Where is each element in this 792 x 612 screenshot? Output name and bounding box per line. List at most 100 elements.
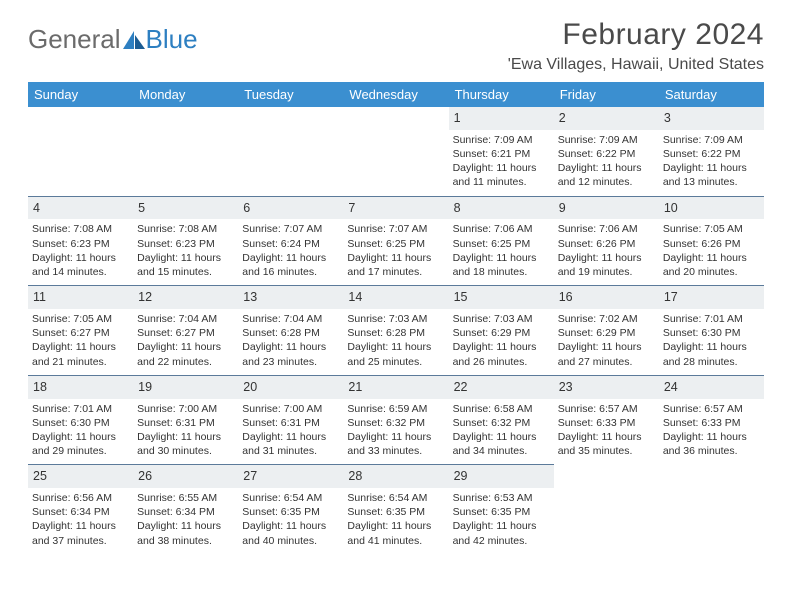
day-detail-line: and 37 minutes. [32, 534, 129, 548]
day-detail-line: Daylight: 11 hours [663, 161, 760, 175]
day-detail-line: and 19 minutes. [558, 265, 655, 279]
day-detail-line: and 16 minutes. [242, 265, 339, 279]
day-detail-line: Sunrise: 7:02 AM [558, 312, 655, 326]
day-detail-line: Sunset: 6:35 PM [347, 505, 444, 519]
day-details: Sunrise: 7:05 AMSunset: 6:27 PMDaylight:… [32, 312, 129, 369]
day-detail-line: and 17 minutes. [347, 265, 444, 279]
day-detail-line: Sunrise: 7:08 AM [32, 222, 129, 236]
day-detail-line: Daylight: 11 hours [32, 430, 129, 444]
day-details: Sunrise: 7:09 AMSunset: 6:22 PMDaylight:… [558, 133, 655, 190]
day-detail-line: Daylight: 11 hours [137, 519, 234, 533]
day-detail-line: Sunset: 6:32 PM [453, 416, 550, 430]
calendar-cell [238, 107, 343, 196]
day-details: Sunrise: 7:01 AMSunset: 6:30 PMDaylight:… [663, 312, 760, 369]
day-detail-line: Sunset: 6:33 PM [558, 416, 655, 430]
day-detail-line: and 20 minutes. [663, 265, 760, 279]
day-detail-line: Sunset: 6:26 PM [558, 237, 655, 251]
day-detail-line: Daylight: 11 hours [453, 251, 550, 265]
day-detail-line: Sunrise: 7:05 AM [663, 222, 760, 236]
brand-part2: Blue [146, 24, 198, 55]
day-detail-line: Daylight: 11 hours [347, 519, 444, 533]
day-details: Sunrise: 7:07 AMSunset: 6:25 PMDaylight:… [347, 222, 444, 279]
day-details: Sunrise: 6:54 AMSunset: 6:35 PMDaylight:… [347, 491, 444, 548]
day-details: Sunrise: 6:54 AMSunset: 6:35 PMDaylight:… [242, 491, 339, 548]
day-detail-line: Sunset: 6:30 PM [663, 326, 760, 340]
calendar-cell: 16 Sunrise: 7:02 AMSunset: 6:29 PMDayligh… [554, 285, 659, 375]
day-detail-line: Sunset: 6:32 PM [347, 416, 444, 430]
day-number: 16 [554, 285, 659, 309]
day-details: Sunrise: 7:00 AMSunset: 6:31 PMDaylight:… [137, 402, 234, 459]
day-detail-line: Sunrise: 7:08 AM [137, 222, 234, 236]
day-detail-line: Daylight: 11 hours [453, 161, 550, 175]
day-number: 4 [28, 196, 133, 220]
day-detail-line: and 41 minutes. [347, 534, 444, 548]
calendar-cell: 15Sunrise: 7:03 AMSunset: 6:29 PMDayligh… [449, 285, 554, 375]
calendar-cell: 7Sunrise: 7:07 AMSunset: 6:25 PMDaylight… [343, 196, 448, 286]
day-detail-line: Sunset: 6:33 PM [663, 416, 760, 430]
day-detail-line: Sunset: 6:23 PM [137, 237, 234, 251]
calendar-cell: 5Sunrise: 7:08 AMSunset: 6:23 PMDaylight… [133, 196, 238, 286]
calendar-week-row: 1Sunrise: 7:09 AMSunset: 6:21 PMDaylight… [28, 107, 764, 196]
day-detail-line: Sunset: 6:25 PM [347, 237, 444, 251]
header: General Blue February 2024 'Ewa Villages… [28, 18, 764, 74]
day-detail-line: Daylight: 11 hours [242, 251, 339, 265]
calendar-cell: 29Sunrise: 6:53 AMSunset: 6:35 PMDayligh… [449, 464, 554, 554]
day-detail-line: Sunset: 6:29 PM [558, 326, 655, 340]
day-number: 26 [133, 464, 238, 488]
day-detail-line: Sunset: 6:31 PM [242, 416, 339, 430]
day-detail-line: Sunset: 6:34 PM [137, 505, 234, 519]
day-detail-line: Daylight: 11 hours [347, 251, 444, 265]
day-detail-line: Sunrise: 7:09 AM [558, 133, 655, 147]
day-detail-line: and 11 minutes. [453, 175, 550, 189]
calendar-cell: 9Sunrise: 7:06 AMSunset: 6:26 PMDaylight… [554, 196, 659, 286]
day-details: Sunrise: 7:03 AMSunset: 6:29 PMDaylight:… [453, 312, 550, 369]
sail-icon [123, 31, 145, 49]
day-detail-line: Sunrise: 7:07 AM [242, 222, 339, 236]
day-detail-line: Sunrise: 7:09 AM [453, 133, 550, 147]
day-header: Thursday [449, 82, 554, 107]
day-details: Sunrise: 7:04 AMSunset: 6:27 PMDaylight:… [137, 312, 234, 369]
calendar-cell: 4Sunrise: 7:08 AMSunset: 6:23 PMDaylight… [28, 196, 133, 286]
day-details: Sunrise: 6:57 AMSunset: 6:33 PMDaylight:… [558, 402, 655, 459]
day-detail-line: Sunrise: 6:58 AM [453, 402, 550, 416]
day-detail-line: Sunrise: 7:03 AM [453, 312, 550, 326]
day-detail-line: Sunset: 6:26 PM [663, 237, 760, 251]
day-detail-line: Sunrise: 7:05 AM [32, 312, 129, 326]
calendar-cell: 3Sunrise: 7:09 AMSunset: 6:22 PMDaylight… [659, 107, 764, 196]
day-detail-line: and 28 minutes. [663, 355, 760, 369]
day-number: 1 [449, 107, 554, 130]
day-detail-line: Sunrise: 7:04 AM [137, 312, 234, 326]
day-detail-line: and 40 minutes. [242, 534, 339, 548]
day-detail-line: and 21 minutes. [32, 355, 129, 369]
brand-part1: General [28, 24, 121, 55]
calendar-cell: 8Sunrise: 7:06 AMSunset: 6:25 PMDaylight… [449, 196, 554, 286]
calendar-week-row: 25Sunrise: 6:56 AMSunset: 6:34 PMDayligh… [28, 464, 764, 554]
day-number: 8 [449, 196, 554, 220]
day-number: 24 [659, 375, 764, 399]
day-detail-line: Sunrise: 6:59 AM [347, 402, 444, 416]
day-details: Sunrise: 6:57 AMSunset: 6:33 PMDaylight:… [663, 402, 760, 459]
day-detail-line: Daylight: 11 hours [453, 430, 550, 444]
day-detail-line: Sunrise: 7:00 AM [137, 402, 234, 416]
day-number: 18 [28, 375, 133, 399]
day-detail-line: Sunset: 6:31 PM [137, 416, 234, 430]
location-subtitle: 'Ewa Villages, Hawaii, United States [508, 56, 764, 74]
calendar-week-row: 4Sunrise: 7:08 AMSunset: 6:23 PMDaylight… [28, 196, 764, 286]
day-detail-line: Sunset: 6:22 PM [558, 147, 655, 161]
day-detail-line: Sunrise: 7:03 AM [347, 312, 444, 326]
title-block: February 2024 'Ewa Villages, Hawaii, Uni… [508, 18, 764, 74]
day-detail-line: Sunset: 6:27 PM [32, 326, 129, 340]
day-details: Sunrise: 6:58 AMSunset: 6:32 PMDaylight:… [453, 402, 550, 459]
calendar-cell: 21Sunrise: 6:59 AMSunset: 6:32 PMDayligh… [343, 375, 448, 465]
day-detail-line: and 42 minutes. [453, 534, 550, 548]
day-detail-line: and 29 minutes. [32, 444, 129, 458]
day-detail-line: Sunrise: 6:56 AM [32, 491, 129, 505]
day-detail-line: Daylight: 11 hours [558, 340, 655, 354]
calendar-cell: 17Sunrise: 7:01 AMSunset: 6:30 PMDayligh… [659, 285, 764, 375]
calendar-week-row: 11Sunrise: 7:05 AMSunset: 6:27 PMDayligh… [28, 285, 764, 375]
day-detail-line: Sunset: 6:27 PM [137, 326, 234, 340]
calendar-header-row: SundayMondayTuesdayWednesdayThursdayFrid… [28, 82, 764, 107]
brand-logo: General Blue [28, 24, 198, 55]
calendar-cell: 26Sunrise: 6:55 AMSunset: 6:34 PMDayligh… [133, 464, 238, 554]
day-detail-line: and 30 minutes. [137, 444, 234, 458]
